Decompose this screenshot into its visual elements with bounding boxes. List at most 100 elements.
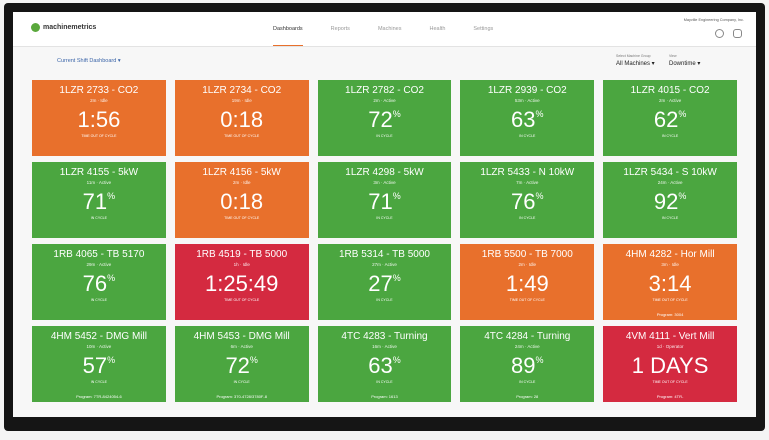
machine-name: 4HM 4282 - Hor Mill	[625, 249, 715, 260]
metric-caption: IN CYCLE	[90, 298, 107, 302]
machine-name: 1RB 5500 - TB 7000	[481, 249, 573, 260]
machine-status: 2m · Idle	[518, 262, 537, 267]
metric-value: 1:49	[505, 271, 549, 296]
machine-tile[interactable]: 1RB 4065 - TB 5170 29m · Active 76% IN CYCL…	[32, 244, 166, 320]
machine-status: 6m · Active	[230, 344, 253, 349]
machine-status: 53m · Active	[514, 98, 540, 103]
machine-name: 4TC 4283 - Turning	[341, 331, 428, 342]
metric: 63%	[368, 354, 401, 378]
machine-name: 1LZR 4015 - CO2	[630, 85, 710, 96]
metric: 1:25:49	[205, 272, 278, 296]
machine-tile[interactable]: 4TC 4284 - Turning 24m · Active 89% IN CYCL…	[460, 326, 595, 402]
metric-value: 1:56	[77, 107, 121, 132]
metric-caption: IN CYCLE	[662, 134, 679, 138]
machine-tile[interactable]: 4HM 5453 - DMG Mill 6m · Active 72% IN CYCL…	[174, 326, 309, 402]
machine-tile[interactable]: 1LZR 5434 - S 10kW 24m · Active 92% IN CYCL…	[603, 162, 737, 238]
metric: 3:14	[649, 272, 692, 296]
nav-link[interactable]: Dashboards	[273, 12, 303, 46]
machine-tile[interactable]: 4HM 4282 - Hor Mill 3m · Idle 3:14 TIME OUT…	[603, 244, 737, 320]
metric: 62%	[654, 108, 687, 132]
machine-tile[interactable]: 1LZR 4015 - CO2 2m · Active 62% IN CYCLE	[603, 80, 737, 156]
metric: 63%	[511, 108, 544, 132]
metric: 57%	[83, 354, 116, 378]
metric-caption: TIME OUT OF CYCLE	[652, 298, 688, 302]
metric-unit: %	[392, 273, 401, 283]
view-select[interactable]: View Downtime	[669, 54, 700, 67]
metric: 76%	[511, 190, 544, 214]
machine-name: 1LZR 2734 - CO2	[202, 85, 282, 96]
machine-tile[interactable]: 1LZR 2782 - CO2 2m · Active 72% IN CYCLE	[317, 80, 452, 156]
program: Program: 370-4728/3780F-8	[216, 394, 267, 399]
machine-status: 3m · Active	[373, 180, 396, 185]
machine-tile[interactable]: 4TC 4283 - Turning 16m · Active 63% IN CYCL…	[317, 326, 452, 402]
machine-status: 29m · Active	[86, 262, 112, 267]
select-label: Select Machine Group	[616, 54, 651, 58]
machine-status: 7m · Active	[516, 180, 539, 185]
metric-caption: TIME OUT OF CYCLE	[509, 298, 545, 302]
metric-value: 71	[368, 189, 393, 214]
machine-name: 1LZR 4155 - 5kW	[59, 167, 139, 178]
metric-unit: %	[678, 109, 687, 119]
dashboard-selector[interactable]: Current Shift Dashboard	[57, 58, 121, 64]
user-icon[interactable]	[733, 29, 742, 38]
metric-value: 27	[368, 271, 393, 296]
machine-tile[interactable]: 1RB 4519 - TB 5000 1h · Idle 1:25:49 TIME O…	[174, 244, 309, 320]
machine-tile[interactable]: 1LZR 4298 - 5kW 3m · Active 71% IN CYCLE	[317, 162, 452, 238]
metric-value: 63	[368, 353, 393, 378]
toolbar: Current Shift Dashboard Select Machine G…	[13, 47, 756, 77]
machine-tile[interactable]: 1LZR 4156 - 5kW 2m · Idle 0:18 TIME OUT OF …	[174, 162, 309, 238]
nav-link[interactable]: Machines	[377, 26, 402, 32]
machine-group-select[interactable]: Select Machine Group All Machines	[616, 54, 655, 67]
machine-tile[interactable]: 1LZR 4155 - 5kW 11m · Active 71% IN CYCLE	[32, 162, 166, 238]
machine-status: 27m · Active	[372, 262, 397, 267]
machine-status: 2m · Idle	[232, 180, 251, 185]
help-icon[interactable]	[715, 29, 724, 38]
machine-tile[interactable]: 1LZR 5433 - N 10kW 7m · Active 76% IN CYCLE	[460, 162, 595, 238]
metric: 1 DAYS	[632, 354, 709, 378]
machine-status: 2m · Active	[658, 98, 682, 103]
select-label: View	[669, 54, 677, 58]
program: Program: 4TR-	[656, 394, 684, 399]
company-name[interactable]: Mayville Engineering Company, Inc.	[683, 18, 744, 22]
tile-grid: 1LZR 2733 - CO2 2m · Idle 1:56 TIME OUT OF …	[32, 80, 737, 402]
metric-unit: %	[535, 355, 544, 365]
metric: 0:18	[220, 190, 263, 214]
logo[interactable]: machinemetrics	[31, 23, 96, 32]
machine-tile[interactable]: 1LZR 2734 - CO2 19m · Idle 0:18 TIME OUT OF…	[174, 80, 309, 156]
metric-unit: %	[535, 109, 544, 119]
machine-status: 3m · Idle	[661, 262, 679, 267]
machine-status: 2m · Active	[373, 98, 396, 103]
metric-unit: %	[392, 191, 401, 201]
metric-caption: IN CYCLE	[376, 216, 393, 220]
program: Program: 3004	[656, 312, 684, 317]
machine-tile[interactable]: 4HM 5452 - DMG Mill 10m · Active 57% IN CYC…	[32, 326, 166, 402]
machine-name: 4TC 4284 - Turning	[484, 331, 571, 342]
metric: 76%	[83, 272, 116, 296]
nav-link[interactable]: Settings	[473, 26, 494, 32]
nav-link[interactable]: Reports	[330, 26, 350, 32]
machine-tile[interactable]: 1RB 5314 - TB 5000 27m · Active 27% IN CYCL…	[317, 244, 452, 320]
metric-value: 72	[225, 353, 250, 378]
nav-links: Dashboards Reports Machines Health Settings	[273, 12, 493, 46]
machine-tile[interactable]: 4VM 4111 - Vert Mill 1d · Operator 1 DAYS T…	[603, 326, 737, 402]
top-nav: machinemetrics Dashboards Reports Machines…	[13, 12, 756, 47]
metric-unit: %	[107, 273, 116, 283]
machine-name: 1LZR 2782 - CO2	[345, 85, 424, 96]
program: Program: 7TR-8424054-6	[76, 394, 122, 399]
metric-value: 3:14	[648, 271, 692, 296]
metric-caption: TIME OUT OF CYCLE	[224, 134, 260, 138]
machine-tile[interactable]: 1LZR 2939 - CO2 53m · Active 63% IN CYCLE	[460, 80, 595, 156]
machine-tile[interactable]: 1LZR 2733 - CO2 2m · Idle 1:56 TIME OUT OF …	[32, 80, 166, 156]
metric-unit: %	[392, 109, 401, 119]
metric-value: 63	[511, 107, 536, 132]
metric-caption: IN CYCLE	[90, 216, 107, 220]
metric: 0:18	[220, 108, 263, 132]
machine-status: 10m · Active	[86, 344, 112, 349]
nav-link[interactable]: Health	[429, 26, 446, 32]
metric: 1:49	[506, 272, 549, 296]
metric-unit: %	[392, 355, 401, 365]
machine-tile[interactable]: 1RB 5500 - TB 7000 2m · Idle 1:49 TIME OUT …	[460, 244, 595, 320]
metric-value: 1:25:49	[204, 271, 279, 296]
machine-name: 1LZR 4298 - 5kW	[345, 167, 424, 178]
